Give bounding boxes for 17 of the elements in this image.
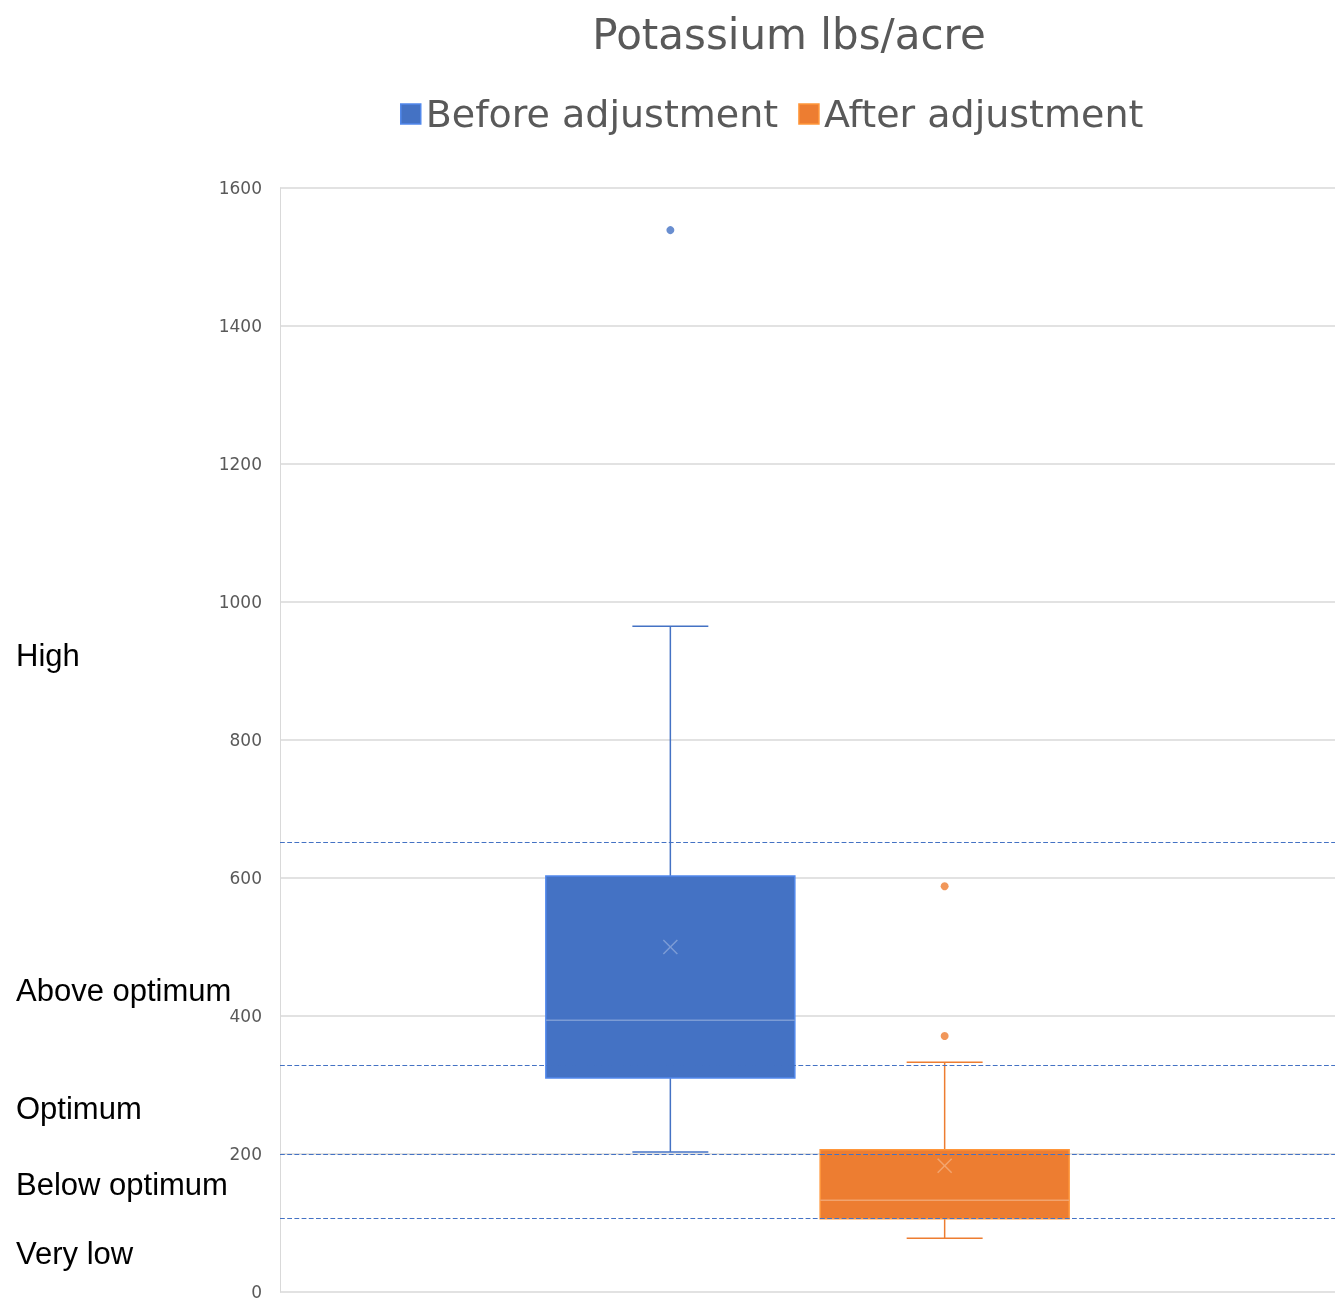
chart-title: Potassium lbs/acre <box>592 9 986 59</box>
text: Below optimum <box>16 1167 228 1203</box>
y-tick-label: 0 <box>251 1282 262 1301</box>
y-tick-label: 200 <box>229 1144 262 1164</box>
legend-label: Before adjustment <box>425 92 779 136</box>
text: Very low <box>16 1236 134 1272</box>
y-tick-label: 600 <box>229 868 262 888</box>
text: High <box>16 637 80 673</box>
text: Optimum <box>16 1090 142 1126</box>
y-tick-label: 400 <box>229 1006 262 1026</box>
y-tick-label: 1200 <box>218 454 262 474</box>
legend-label: After adjustment <box>823 92 1144 136</box>
y-tick-label: 800 <box>229 730 262 750</box>
y-tick-label: 1400 <box>218 316 262 336</box>
y-tick-label: 1600 <box>218 178 262 198</box>
text: Above optimum <box>16 973 232 1009</box>
y-tick-label: 1000 <box>218 592 262 612</box>
